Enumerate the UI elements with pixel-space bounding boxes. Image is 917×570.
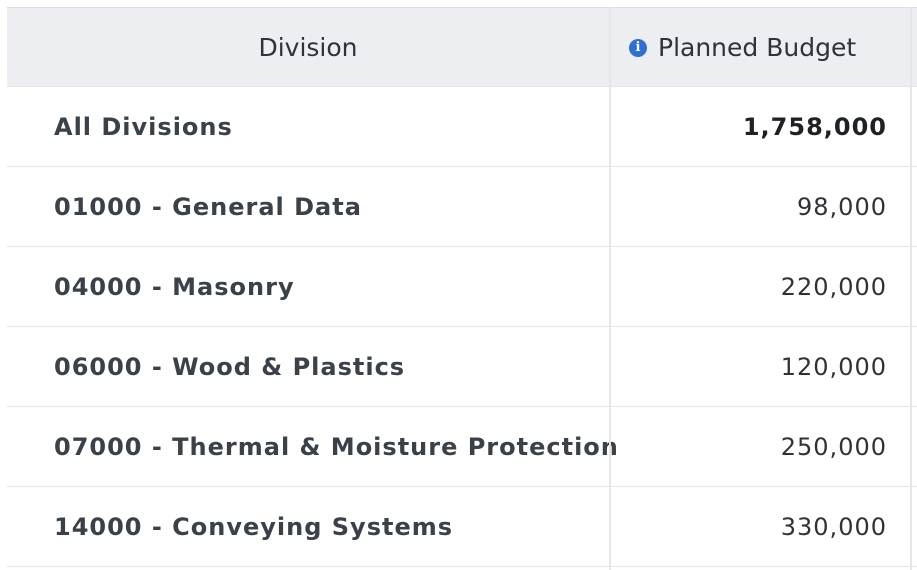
table-row[interactable]: 14000 - Conveying Systems 330,000 xyxy=(7,486,917,566)
budget-cell: 120,000 xyxy=(780,352,887,381)
budget-cell: 98,000 xyxy=(797,192,887,221)
table-row[interactable]: 06000 - Wood & Plastics 120,000 xyxy=(7,326,917,406)
division-cell: 01000 - General Data xyxy=(54,192,362,221)
table-row[interactable]: 07000 - Thermal & Moisture Protection 25… xyxy=(7,406,917,486)
budget-cell-total: 1,758,000 xyxy=(742,112,887,141)
table-bottom-border xyxy=(7,566,917,567)
table-row[interactable]: All Divisions 1,758,000 xyxy=(7,86,917,166)
budget-cell: 220,000 xyxy=(780,272,887,301)
table-row[interactable]: 01000 - General Data 98,000 xyxy=(7,166,917,246)
budget-cell: 330,000 xyxy=(780,512,887,541)
column-divider xyxy=(609,7,611,570)
budget-cell: 250,000 xyxy=(780,432,887,461)
division-cell: 14000 - Conveying Systems xyxy=(54,512,454,541)
column-header-division-label: Division xyxy=(258,33,358,62)
column-header-division[interactable]: Division xyxy=(7,8,609,87)
info-icon[interactable]: i xyxy=(629,38,647,57)
division-cell: 04000 - Masonry xyxy=(54,272,295,301)
column-header-planned-budget-label: Planned Budget xyxy=(658,33,857,62)
column-header-planned-budget[interactable]: i Planned Budget xyxy=(629,8,889,87)
division-cell: 07000 - Thermal & Moisture Protection xyxy=(54,432,619,461)
division-cell: All Divisions xyxy=(54,112,233,141)
column-divider xyxy=(910,7,912,570)
division-cell: 06000 - Wood & Plastics xyxy=(54,352,406,381)
table-header-row: Division i Planned Budget xyxy=(7,7,917,87)
table-row[interactable]: 04000 - Masonry 220,000 xyxy=(7,246,917,326)
